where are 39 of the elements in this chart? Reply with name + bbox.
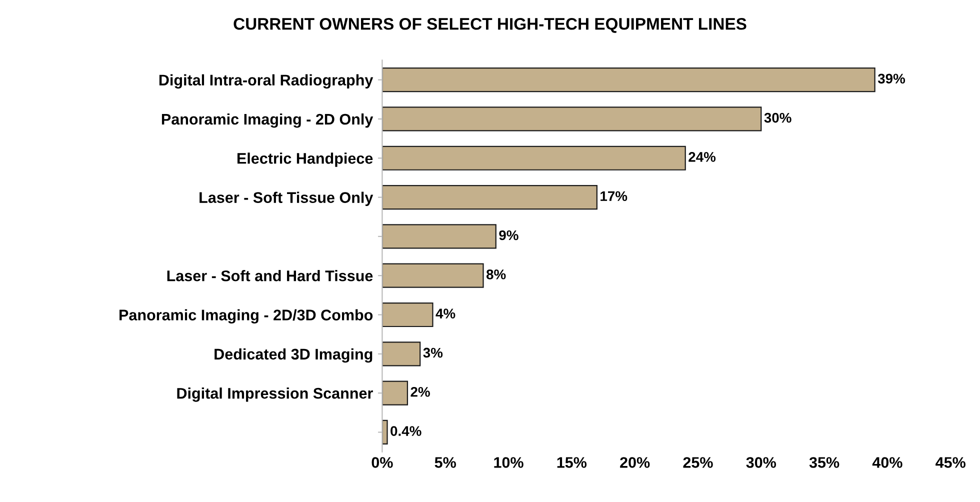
x-tick-label: 45%: [936, 457, 966, 468]
x-tick-label: 10%: [494, 457, 524, 468]
chart-title: CURRENT OWNERS OF SELECT HIGH-TECH EQUIPMENT LINES: [234, 18, 746, 33]
y-tick-label: Laser - Soft and Hard Tissue: [167, 270, 373, 282]
bar: [382, 342, 421, 366]
data-label: 4%: [436, 308, 456, 318]
data-label: 30%: [764, 112, 792, 123]
x-tick-label: 40%: [872, 457, 902, 468]
y-tick-label: Dedicated 3D Imaging: [214, 348, 372, 363]
y-tick-label: Digital Impression Scanner: [177, 388, 373, 402]
data-label: 0.4%: [390, 426, 422, 436]
data-label: 39%: [878, 74, 906, 84]
bar: [382, 380, 408, 406]
x-tick-label: 15%: [557, 457, 587, 468]
data-label: 24%: [688, 152, 716, 162]
bar: [382, 68, 876, 92]
x-tick-label: 0%: [372, 457, 393, 468]
y-tick-label: Digital Intra-oral Radiography: [159, 74, 374, 89]
x-tick-label: 35%: [809, 457, 840, 468]
data-label: 9%: [499, 230, 518, 240]
y-tick-label: Panoramic Imaging - 2D Only: [162, 113, 374, 128]
x-tick-label: 20%: [620, 457, 650, 468]
x-tick-label: 25%: [683, 457, 713, 468]
bar: [382, 146, 686, 170]
data-label: 2%: [410, 386, 430, 397]
bar: [382, 420, 388, 445]
y-tick-label: Laser - Soft Tissue Only: [200, 192, 374, 206]
bar: [382, 106, 762, 132]
data-label: 3%: [423, 348, 443, 358]
bar: [382, 224, 496, 249]
y-tick-label: Electric Handpiece: [237, 152, 373, 167]
x-tick-label: 5%: [434, 457, 456, 468]
bar: [382, 263, 484, 288]
x-tick-label: 30%: [746, 457, 776, 468]
bar: [382, 184, 598, 210]
data-label: 8%: [486, 269, 506, 280]
data-label: 17%: [600, 191, 628, 201]
y-tick-label: Panoramic Imaging - 2D/3D Combo: [120, 309, 373, 324]
bar: [382, 302, 434, 328]
